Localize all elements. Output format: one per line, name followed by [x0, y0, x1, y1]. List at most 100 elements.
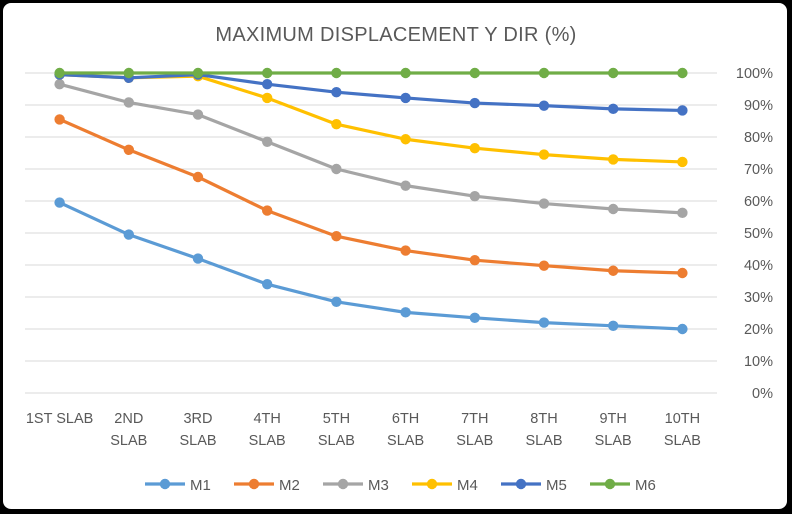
x-tick-label: 1ST SLAB — [26, 411, 93, 427]
data-point-m3 — [192, 109, 204, 120]
data-point-m6 — [192, 67, 204, 79]
x-tick-label: 9TH SLAB — [595, 411, 632, 449]
legend: M1 M2 M3 M4 M5 M6 — [145, 477, 656, 494]
x-axis-ticks: 1ST SLAB 2ND SLAB 3RD SLAB 4TH SLAB 5TH SLAB 6TH S… — [26, 411, 701, 449]
data-point-m1 — [123, 229, 134, 240]
series-m6 — [54, 67, 688, 79]
data-point-m2 — [54, 114, 65, 125]
y-tick-label: 40% — [744, 258, 773, 274]
data-point-m3 — [123, 97, 134, 108]
x-tick-label: 6TH SLAB — [387, 411, 424, 449]
legend-item-m1: M1 — [145, 477, 211, 494]
data-point-m4 — [677, 156, 688, 168]
data-point-m3 — [262, 136, 273, 147]
data-point-m4 — [469, 143, 480, 154]
data-point-m2 — [469, 255, 480, 266]
data-point-m6 — [331, 67, 342, 79]
series-line-m5 — [57, 72, 685, 113]
x-tick-label: 4TH SLAB — [249, 411, 286, 449]
data-point-m6 — [262, 67, 273, 79]
legend-label: M3 — [368, 477, 389, 494]
data-point-m3 — [608, 203, 619, 215]
legend-swatch-marker — [248, 478, 260, 490]
y-tick-label: 100% — [736, 66, 773, 82]
data-point-m3 — [538, 198, 550, 209]
legend-swatch-marker — [604, 478, 616, 490]
y-tick-label: 90% — [744, 98, 773, 114]
data-point-m1 — [331, 296, 342, 307]
data-point-m5 — [677, 105, 688, 116]
data-point-m5 — [331, 87, 342, 98]
series-lines — [54, 67, 688, 335]
data-point-m1 — [192, 253, 204, 264]
series-m5 — [54, 69, 688, 116]
legend-item-m6: M6 — [590, 477, 656, 494]
data-point-m6 — [538, 67, 550, 79]
y-tick-label: 70% — [744, 162, 773, 178]
legend-swatch-marker — [426, 478, 438, 490]
data-point-m2 — [538, 260, 550, 271]
x-tick-label: 8TH SLAB — [525, 411, 562, 449]
data-point-m2 — [123, 144, 134, 155]
series-m2 — [54, 114, 688, 279]
data-point-m6 — [54, 67, 65, 79]
legend-swatch-marker — [337, 478, 349, 490]
x-tick-label: 2ND SLAB — [110, 411, 147, 449]
legend-swatch-marker — [159, 478, 171, 490]
x-tick-label: 3RD SLAB — [179, 411, 216, 449]
y-axis-ticks: 0% 10% 20% 30% 40% 50% 60% 70% 80% 90% 100% — [736, 66, 773, 402]
y-tick-label: 0% — [752, 386, 773, 402]
data-point-m2 — [608, 265, 619, 276]
legend-item-m5: M5 — [501, 477, 567, 494]
series-m3 — [54, 79, 688, 219]
legend-label: M5 — [546, 477, 567, 494]
data-point-m4 — [331, 119, 342, 130]
chart-frame: MAXIMUM DISPLACEMENT Y DIR (%) 0% 10% 20% 3… — [3, 3, 787, 509]
data-point-m6 — [400, 67, 411, 79]
data-point-m5 — [538, 100, 550, 111]
data-point-m6 — [608, 67, 619, 79]
y-tick-label: 80% — [744, 130, 773, 146]
series-m4 — [54, 69, 688, 168]
y-tick-label: 50% — [744, 226, 773, 242]
y-tick-label: 30% — [744, 290, 773, 306]
series-m1 — [54, 197, 688, 335]
data-point-m4 — [608, 154, 619, 165]
legend-label: M1 — [190, 477, 211, 494]
data-point-m1 — [262, 279, 273, 290]
legend-swatch-marker — [515, 478, 527, 490]
data-point-m2 — [677, 267, 688, 279]
legend-label: M2 — [279, 477, 300, 494]
data-point-m2 — [331, 231, 342, 242]
data-point-m2 — [192, 171, 204, 183]
data-point-m3 — [400, 180, 411, 191]
legend-item-m3: M3 — [323, 477, 389, 494]
series-line-m1 — [57, 201, 685, 331]
data-point-m1 — [400, 307, 411, 318]
data-point-m6 — [469, 67, 480, 79]
data-point-m3 — [469, 191, 480, 202]
data-point-m1 — [54, 197, 65, 208]
legend-item-m4: M4 — [412, 477, 478, 494]
data-point-m1 — [677, 323, 688, 335]
y-tick-label: 20% — [744, 322, 773, 338]
data-point-m2 — [262, 205, 273, 216]
y-tick-label: 60% — [744, 194, 773, 210]
data-point-m1 — [608, 320, 619, 331]
data-point-m6 — [123, 67, 134, 79]
data-point-m1 — [538, 317, 550, 328]
data-point-m3 — [677, 207, 688, 219]
x-tick-label: 7TH SLAB — [456, 411, 493, 449]
data-point-m6 — [677, 67, 688, 79]
data-point-m3 — [331, 163, 342, 175]
x-tick-label: 5TH SLAB — [318, 411, 355, 449]
legend-label: M4 — [457, 477, 478, 494]
data-point-m5 — [400, 92, 411, 104]
data-point-m4 — [538, 149, 550, 160]
y-tick-label: 10% — [744, 354, 773, 370]
series-line-m4 — [57, 72, 685, 164]
data-point-m2 — [400, 245, 411, 256]
data-point-m4 — [400, 134, 411, 145]
data-point-m3 — [54, 79, 65, 90]
legend-label: M6 — [635, 477, 656, 494]
